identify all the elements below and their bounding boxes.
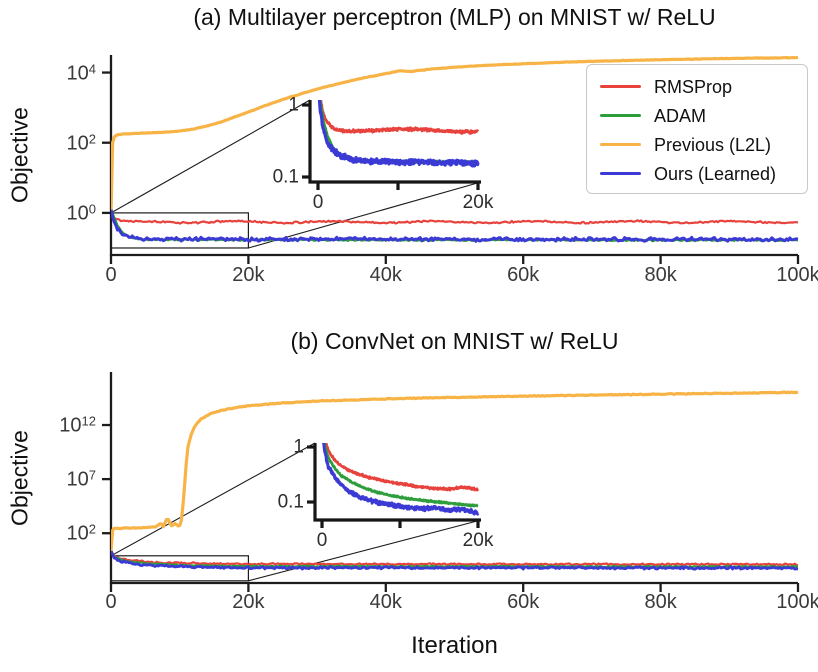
- chart-b-ylabel: Objective: [6, 429, 33, 526]
- tick-exp: 2: [88, 521, 96, 537]
- legend: RMSProp ADAM Previous (L2L) Ours (Learne…: [586, 64, 808, 194]
- legend-label-adam: ADAM: [654, 105, 707, 126]
- legend-item-previous-l2l: Previous (L2L): [587, 130, 807, 159]
- chart-a-xtick-1: 20k: [232, 264, 265, 286]
- chart-a-xtick-4: 80k: [644, 264, 677, 286]
- x-axis-label: Iteration: [411, 632, 498, 659]
- chart-b-ytick-0: 102: [67, 523, 96, 544]
- tick-exp: 12: [81, 413, 96, 429]
- chart-b-ytick-2: 1012: [59, 415, 96, 436]
- tick-base: 10: [66, 468, 89, 491]
- tick-exp: 4: [88, 61, 96, 77]
- tick-base: 10: [66, 202, 89, 225]
- legend-label-previous-l2l: Previous (L2L): [654, 134, 772, 155]
- legend-label-ours-learned: Ours (Learned): [654, 163, 777, 184]
- legend-item-adam: ADAM: [587, 101, 807, 130]
- chart-a-inset-xtick-0: 0: [312, 192, 324, 213]
- tick-exp: 2: [88, 131, 96, 147]
- tick-base: 10: [66, 522, 89, 545]
- chart-a-title: (a) Multilayer perceptron (MLP) on MNIST…: [193, 4, 716, 30]
- chart-a-xtick-0: 0: [105, 264, 117, 286]
- chart-b-ytick-1: 107: [67, 469, 96, 490]
- chart-a-xtick-3: 60k: [507, 264, 540, 286]
- legend-item-rmsprop: RMSProp: [587, 72, 807, 101]
- tick-base: 10: [66, 62, 89, 85]
- chart-b-xtick-3: 60k: [507, 591, 540, 613]
- tick-exp: 7: [88, 467, 96, 483]
- chart-b-xtick-2: 40k: [369, 591, 402, 613]
- chart-a-xtick-2: 40k: [369, 264, 402, 286]
- tick-base: 10: [59, 414, 82, 437]
- chart-b-inset-xtick-2: 20k: [462, 530, 494, 551]
- chart-b-xtick-1: 20k: [232, 591, 265, 613]
- legend-label-rmsprop: RMSProp: [654, 76, 733, 97]
- chart-a-xtick-5: 100k: [776, 264, 818, 286]
- chart-b-inset-xtick-0: 0: [316, 530, 328, 551]
- chart-a-ytick-1: 102: [67, 132, 96, 153]
- tick-exp: 0: [88, 201, 96, 217]
- chart-b-inset-ytick-1: 0.1: [277, 491, 304, 513]
- chart-b-inset-ytick-0: 1: [293, 436, 304, 458]
- legend-swatch-adam: [600, 114, 641, 117]
- chart-a-ytick-2: 104: [67, 62, 96, 83]
- legend-swatch-ours-learned: [600, 172, 641, 175]
- chart-a-inset-ytick-1: 0.1: [272, 166, 299, 188]
- chart-b-xtick-4: 80k: [644, 591, 677, 613]
- chart-b-title: (b) ConvNet on MNIST w/ ReLU: [290, 328, 619, 354]
- chart-b-xtick-5: 100k: [776, 591, 818, 613]
- chart-a-ylabel: Objective: [6, 107, 33, 203]
- legend-swatch-previous-l2l: [600, 143, 641, 146]
- chart-a-inset-xtick-2: 20k: [462, 192, 494, 213]
- chart-a-inset-ytick-0: 1: [288, 94, 299, 116]
- legend-item-ours-learned: Ours (Learned): [587, 159, 807, 188]
- chart-b-xtick-0: 0: [105, 591, 117, 613]
- legend-swatch-rmsprop: [600, 85, 641, 88]
- tick-base: 10: [66, 132, 89, 155]
- chart-a-ytick-0: 100: [67, 202, 96, 223]
